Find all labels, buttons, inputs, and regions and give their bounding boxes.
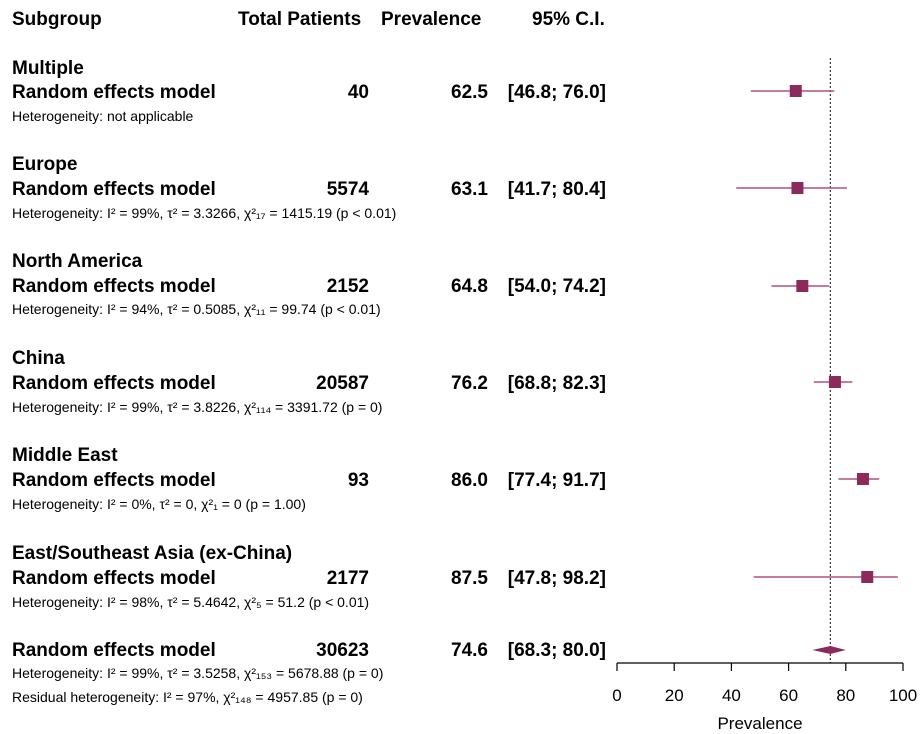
total-patients-value: 20587 [316, 373, 369, 394]
ci-value: [46.8; 76.0] [507, 82, 606, 103]
heterogeneity-text: Heterogeneity: I² = 0%, τ² = 0, χ²₁ = 0 … [12, 496, 306, 512]
prevalence-value: 76.2 [451, 373, 488, 394]
overall-prevalence: 74.6 [451, 640, 488, 661]
header-prevalence: Prevalence [381, 9, 482, 30]
estimate-marker [861, 571, 874, 583]
heterogeneity-text: Heterogeneity: not applicable [12, 108, 194, 124]
x-axis-label: Prevalence [717, 714, 802, 733]
estimate-marker [789, 85, 802, 97]
overall-total-patients: 30623 [316, 640, 369, 661]
prevalence-value: 62.5 [451, 82, 488, 103]
prevalence-value: 86.0 [451, 470, 488, 491]
heterogeneity-text: Heterogeneity: I² = 94%, τ² = 0.5085, χ²… [12, 301, 381, 317]
group-name: Multiple [12, 58, 84, 79]
ci-value: [54.0; 74.2] [507, 276, 606, 297]
model-label: Random effects model [12, 82, 216, 103]
group-name: Middle East [12, 445, 118, 466]
x-tick-label: 0 [612, 686, 621, 705]
heterogeneity-text: Heterogeneity: I² = 99%, τ² = 3.3266, χ²… [12, 205, 397, 221]
group-name: China [12, 348, 65, 369]
x-tick-label: 60 [779, 686, 798, 705]
header-subgroup: Subgroup [12, 9, 102, 30]
overall-model-label: Random effects model [12, 640, 216, 661]
residual-heterogeneity-text: Residual heterogeneity: I² = 97%, χ²₁₄₈ … [12, 689, 363, 705]
overall-heterogeneity-text: Heterogeneity: I² = 99%, τ² = 3.5258, χ²… [12, 665, 384, 681]
total-patients-value: 2152 [326, 276, 369, 297]
estimate-marker [791, 182, 804, 194]
group-name: East/Southeast Asia (ex-China) [12, 543, 293, 564]
x-tick-label: 100 [889, 686, 917, 705]
heterogeneity-text: Heterogeneity: I² = 99%, τ² = 3.8226, χ²… [12, 399, 383, 415]
model-label: Random effects model [12, 373, 216, 394]
estimate-marker [828, 376, 841, 388]
total-patients-value: 2177 [326, 568, 369, 589]
overall-diamond [812, 646, 846, 654]
heterogeneity-text: Heterogeneity: I² = 98%, τ² = 5.4642, χ²… [12, 594, 370, 610]
total-patients-value: 5574 [326, 179, 369, 200]
overall-ci: [68.3; 80.0] [507, 640, 606, 661]
estimate-marker [796, 280, 809, 292]
group-name: North America [12, 251, 143, 272]
x-tick-label: 40 [722, 686, 741, 705]
header-total-patients: Total Patients [238, 9, 362, 30]
total-patients-value: 93 [347, 470, 369, 491]
prevalence-value: 63.1 [451, 179, 488, 200]
group-name: Europe [12, 154, 78, 175]
prevalence-value: 87.5 [451, 568, 488, 589]
header-ci: 95% C.I. [532, 9, 605, 30]
model-label: Random effects model [12, 470, 216, 491]
ci-value: [77.4; 91.7] [507, 470, 606, 491]
ci-value: [41.7; 80.4] [507, 179, 606, 200]
estimate-marker [856, 473, 869, 485]
x-tick-label: 80 [836, 686, 855, 705]
total-patients-value: 40 [347, 82, 369, 103]
model-label: Random effects model [12, 179, 216, 200]
ci-value: [47.8; 98.2] [507, 568, 606, 589]
model-label: Random effects model [12, 568, 216, 589]
model-label: Random effects model [12, 276, 216, 297]
ci-value: [68.8; 82.3] [507, 373, 606, 394]
prevalence-value: 64.8 [451, 276, 488, 297]
x-tick-label: 20 [665, 686, 684, 705]
